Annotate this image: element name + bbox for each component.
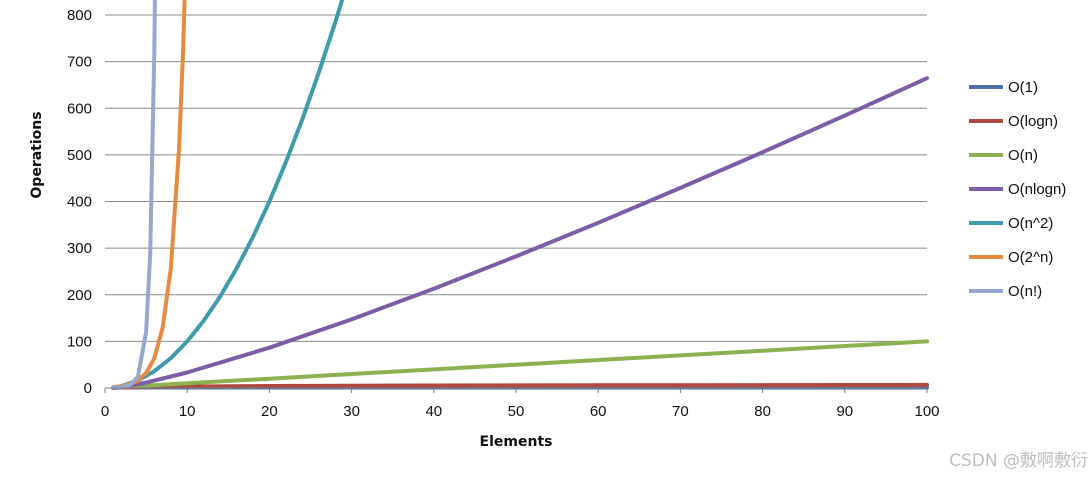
x-tick-label: 0 <box>101 403 109 420</box>
series-lines <box>111 0 929 390</box>
series-line-6 <box>111 0 157 390</box>
y-tick-label: 500 <box>67 147 92 164</box>
series-line-4 <box>111 0 345 390</box>
y-tick-label: 100 <box>67 333 92 350</box>
y-tick-label: 800 <box>67 7 92 24</box>
x-tick-label: 100 <box>914 403 939 420</box>
y-tick-label: 0 <box>84 380 92 397</box>
legend-label: O(1) <box>1008 79 1038 96</box>
y-tick-label: 700 <box>67 54 92 71</box>
y-tick-label: 600 <box>67 100 92 117</box>
series-line-2 <box>111 339 929 390</box>
legend-label: O(n!) <box>1008 283 1042 300</box>
x-tick-label: 40 <box>425 403 442 420</box>
x-tick-label: 10 <box>179 403 196 420</box>
y-axis-ticks: 0 100 200 300 400 500 600 700 800 <box>67 7 92 397</box>
x-tick-label: 90 <box>836 403 853 420</box>
series-line-3 <box>111 76 929 390</box>
x-tick-label: 80 <box>754 403 771 420</box>
legend-label: O(n) <box>1008 147 1038 164</box>
grid-lines <box>105 14 927 342</box>
watermark: CSDN @敷啊敷衍 <box>949 451 1088 471</box>
x-tick-label: 50 <box>508 403 525 420</box>
x-axis-ticks: 0 10 20 30 40 50 60 70 80 90 100 <box>101 388 940 420</box>
x-tick-label: 60 <box>590 403 607 420</box>
y-tick-label: 300 <box>67 240 92 257</box>
y-axis-title: Operations <box>29 111 45 198</box>
y-tick-label: 400 <box>67 194 92 211</box>
x-axis-title: Elements <box>480 434 553 450</box>
y-tick-label: 200 <box>67 287 92 304</box>
legend-label: O(2^n) <box>1008 249 1053 266</box>
legend-label: O(n^2) <box>1008 215 1053 232</box>
x-tick-label: 70 <box>672 403 689 420</box>
x-tick-label: 30 <box>343 403 360 420</box>
legend: O(1) O(logn) O(n) O(nlogn) O(n^2) O(2^n) O(n!) <box>969 79 1066 300</box>
x-tick-label: 20 <box>261 403 278 420</box>
legend-label: O(logn) <box>1008 113 1058 130</box>
legend-label: O(nlogn) <box>1008 181 1066 198</box>
